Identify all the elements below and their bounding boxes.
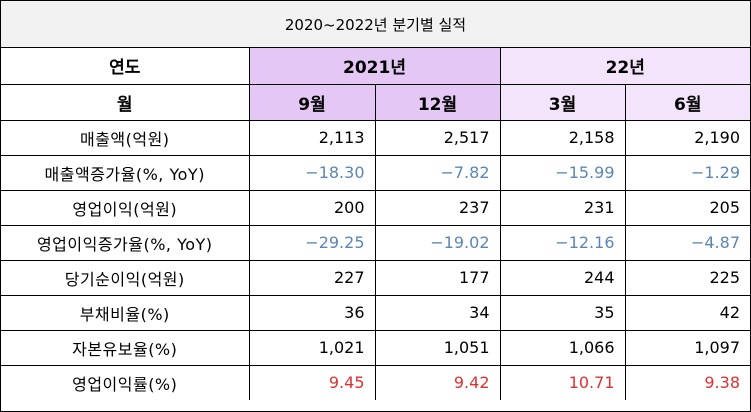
table-row-operating-profit-growth: 영업이익증가율(%, YoY) −29.25 −19.02 −12.16 −4.… (1, 224, 750, 261)
table-row-operating-profit: 영업이익(억원) 200 237 231 205 (1, 189, 750, 226)
cell-value: 200 (248, 189, 376, 226)
cell-value: 177 (374, 259, 501, 296)
cell-value: 9.45 (248, 364, 376, 400)
cell-value: −29.25 (248, 224, 376, 261)
year-2021-header: 2021년 (248, 48, 501, 85)
cell-value: 1,066 (499, 329, 626, 366)
table-row-operating-margin: 영업이익률(%) 9.45 9.42 10.71 9.38 (1, 364, 750, 400)
cell-value: −12.16 (499, 224, 626, 261)
cell-value: −1.29 (624, 154, 750, 191)
month-header-jun: 6월 (624, 83, 750, 121)
row-label: 매출액(억원) (1, 119, 250, 156)
cell-value: 34 (374, 294, 501, 331)
table-row-net-income: 당기순이익(억원) 227 177 244 225 (1, 259, 750, 296)
row-label: 영업이익증가율(%, YoY) (1, 224, 250, 261)
row-label: 자본유보율(%) (1, 329, 250, 366)
month-label: 월 (1, 83, 250, 121)
row-label: 매출액증가율(%, YoY) (1, 154, 250, 191)
cell-value: −18.30 (248, 154, 376, 191)
month-header-dec: 12월 (374, 83, 501, 121)
cell-value: −15.99 (499, 154, 626, 191)
quarterly-performance-table: 연도 2021년 22년 월 9월 12월 3월 6월 매출액(억원) 2,11… (1, 48, 750, 400)
row-label: 당기순이익(억원) (1, 259, 250, 296)
table-row-revenue-growth: 매출액증가율(%, YoY) −18.30 −7.82 −15.99 −1.29 (1, 154, 750, 191)
row-label: 영업이익(억원) (1, 189, 250, 226)
cell-value: 1,097 (624, 329, 750, 366)
cell-value: 35 (499, 294, 626, 331)
cell-value: 237 (374, 189, 501, 226)
row-label: 영업이익률(%) (1, 364, 250, 400)
cell-value: 244 (499, 259, 626, 296)
year-22-header: 22년 (499, 48, 750, 85)
cell-value: 2,158 (499, 119, 626, 156)
cell-value: 225 (624, 259, 750, 296)
cell-value: 2,517 (374, 119, 501, 156)
row-label: 부채비율(%) (1, 294, 250, 331)
cell-value: 9.42 (374, 364, 501, 400)
cell-value: 10.71 (499, 364, 626, 400)
table-row-revenue: 매출액(억원) 2,113 2,517 2,158 2,190 (1, 119, 750, 156)
month-header-row: 월 9월 12월 3월 6월 (1, 83, 750, 121)
cell-value: 36 (248, 294, 376, 331)
cell-value: 9.38 (624, 364, 750, 400)
table-row-reserve-ratio: 자본유보율(%) 1,021 1,051 1,066 1,097 (1, 329, 750, 366)
table-title: 2020~2022년 분기별 실적 (1, 1, 750, 48)
cell-value: 2,113 (248, 119, 376, 156)
year-label: 연도 (1, 48, 250, 85)
cell-value: 42 (624, 294, 750, 331)
cell-value: −4.87 (624, 224, 750, 261)
cell-value: 2,190 (624, 119, 750, 156)
cell-value: 231 (499, 189, 626, 226)
cell-value: −19.02 (374, 224, 501, 261)
cell-value: 1,051 (374, 329, 501, 366)
year-header-row: 연도 2021년 22년 (1, 48, 750, 85)
month-header-mar: 3월 (499, 83, 626, 121)
cell-value: 227 (248, 259, 376, 296)
month-header-sep: 9월 (248, 83, 376, 121)
table-row-debt-ratio: 부채비율(%) 36 34 35 42 (1, 294, 750, 331)
cell-value: −7.82 (374, 154, 501, 191)
cell-value: 1,021 (248, 329, 376, 366)
cell-value: 205 (624, 189, 750, 226)
